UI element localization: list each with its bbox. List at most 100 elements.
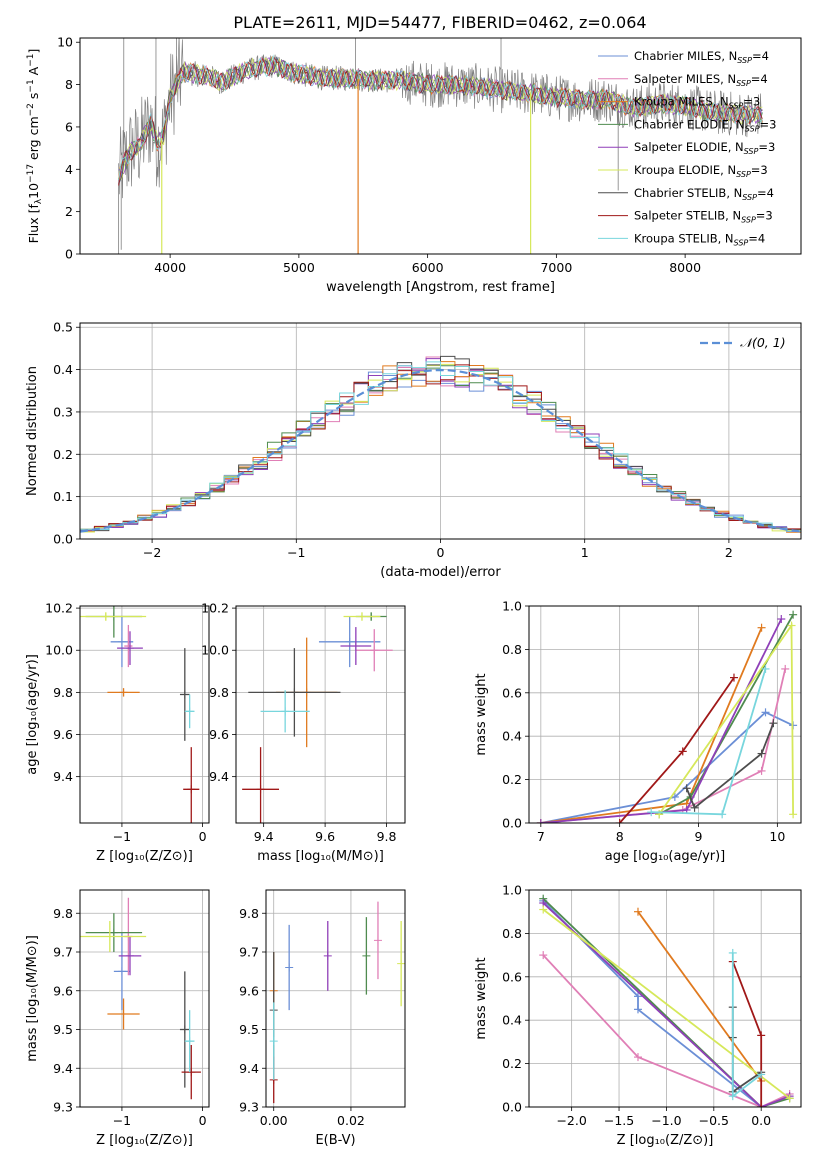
y-tick-label: 0.1	[53, 489, 73, 504]
y-tick-label: 0.2	[53, 447, 73, 462]
y-tick-label: 0.6	[502, 969, 522, 984]
age-vs-Z-frame	[79, 605, 210, 824]
model-spectrum	[118, 54, 763, 181]
y-tick-label: 6	[65, 119, 73, 134]
mass-vs-Z-frame	[79, 889, 210, 1108]
mass-vs-Z-xlabel: Z [log₁₀(Z/Z⊙)]	[96, 1133, 193, 1148]
weight-vs-age-xlabel: age [log₁₀(age/yr)]	[605, 849, 726, 864]
x-tick-label: 0.00	[260, 1113, 288, 1128]
weight-series	[540, 711, 794, 823]
mass-vs-ebv-axes: 0.00 0.02 9.3 9.4 9.5 9.6 9.7 9.8 E(B-V)	[239, 889, 406, 1148]
age-vs-mass-plot-area	[242, 612, 393, 823]
y-tick-label: 9.8	[209, 685, 229, 700]
age-vs-Z-xlabel: Z [log₁₀(Z/Z⊙)]	[96, 849, 193, 864]
weight-vs-age-plot-area	[536, 610, 798, 823]
y-tick-label: 9.4	[209, 769, 229, 784]
y-tick-label: 9.3	[53, 1100, 73, 1115]
mass-vs-Z-axes: −1 0 9.3 9.4 9.5 9.6 9.7 9.8 Z [log₁₀(Z/Z⊙)] mass…	[25, 889, 210, 1148]
y-tick-label: 9.5	[53, 1022, 73, 1037]
residuals-axes: −2 −1 0 1 2 0.0 0.1 0.2 0.3 0.4 0.5 (data-model)/er…	[25, 320, 802, 580]
x-tick-label: 9.8	[377, 829, 397, 844]
y-tick-label: 10	[57, 35, 73, 50]
y-tick-label: 0.5	[53, 320, 73, 335]
y-tick-label: 0.0	[53, 532, 73, 547]
weight-series	[542, 908, 791, 1100]
y-tick-label: 2	[65, 204, 73, 219]
residuals-xlabel: (data-model)/error	[380, 565, 501, 580]
normal-curve	[80, 368, 801, 533]
y-tick-label: 9.6	[53, 727, 73, 742]
x-tick-label: 0.02	[337, 1113, 365, 1128]
age-vs-mass-axes: 9.4 9.6 9.8 9.4 9.6 9.8 10.0 10.2 mass [log₁₀(M/…	[201, 601, 406, 864]
y-tick-label: 0	[65, 247, 73, 262]
y-tick-label: 0.4	[502, 729, 522, 744]
y-tick-label: 0.8	[502, 926, 522, 941]
legend-label: Kroupa MILES, NSSP=3	[634, 95, 760, 111]
legend-label: Kroupa STELIB, NSSP=4	[634, 231, 765, 247]
x-tick-label: −2	[143, 545, 161, 560]
y-tick-label: 9.8	[53, 906, 73, 921]
y-tick-label: 9.8	[53, 685, 73, 700]
y-tick-label: 9.3	[239, 1100, 259, 1115]
spectrum-frame	[79, 37, 802, 255]
x-tick-label: −2.0	[556, 1113, 586, 1128]
residuals-ylabel: Normed distribution	[25, 366, 40, 496]
y-tick-label: 10.0	[201, 643, 229, 658]
mass-vs-ebv-frame	[265, 889, 406, 1108]
y-tick-label: 1.0	[502, 883, 522, 898]
y-tick-label: 0.3	[53, 404, 73, 419]
y-tick-label: 0.4	[502, 1013, 522, 1028]
spectrum-plot-area	[118, 38, 763, 254]
weight-series	[542, 898, 790, 1107]
y-tick-label: 4	[65, 162, 73, 177]
spectrum-axes: 4000 5000 6000 7000 8000 0 2 4 6 8 10 wavelength [A…	[26, 35, 802, 295]
weight-series	[542, 902, 790, 1107]
age-vs-mass-frame	[235, 605, 406, 824]
residuals-frame	[79, 322, 802, 540]
weight-vs-Z-ylabel: mass weight	[474, 957, 489, 1039]
y-tick-label: 0.0	[502, 816, 522, 831]
residual-histogram	[80, 361, 801, 539]
x-tick-label: 9	[695, 829, 703, 844]
legend-label: 𝒩(0, 1)	[740, 335, 786, 350]
x-tick-label: 0	[199, 829, 207, 844]
age-vs-Z-plot-area	[80, 606, 200, 823]
legend-label: Kroupa ELODIE, NSSP=3	[634, 163, 768, 179]
y-tick-label: 9.7	[239, 945, 259, 960]
weight-vs-age-axes: 7 8 9 10 0.0 0.2 0.4 0.6 0.8 1.0 age [log₁₀(age/yr…	[474, 599, 802, 864]
y-tick-label: 9.6	[53, 983, 73, 998]
legend-label: Chabrier MILES, NSSP=4	[634, 49, 769, 65]
x-tick-label: 0	[437, 545, 445, 560]
x-tick-label: 0	[199, 1113, 207, 1128]
mass-vs-Z-plot-area	[80, 897, 201, 1100]
y-tick-label: 10.0	[45, 643, 73, 658]
y-tick-label: 1.0	[502, 599, 522, 614]
x-tick-label: 5000	[283, 260, 315, 275]
weight-vs-Z-frame	[528, 889, 802, 1108]
weight-vs-Z-xlabel: Z [log₁₀(Z/Z⊙)]	[617, 1133, 714, 1148]
spectrum-ylabel: Flux [fλ10−17 erg cm−2 s−1 A−1]	[26, 49, 44, 244]
y-tick-label: 9.4	[239, 1061, 259, 1076]
age-vs-mass-xlabel: mass [log₁₀(M/M⊙)]	[257, 849, 384, 864]
x-tick-label: 0.0	[751, 1113, 771, 1128]
weight-vs-Z-plot-area	[539, 894, 794, 1107]
legend-label: Salpeter STELIB, NSSP=3	[634, 209, 773, 225]
x-tick-label: 8000	[669, 260, 701, 275]
age-vs-Z-axes: −1 0 9.4 9.6 9.8 10.0 10.2 Z [log₁₀(Z/Z⊙)] age […	[25, 601, 210, 864]
mass-vs-ebv-plot-area	[269, 901, 405, 1104]
x-tick-label: −1	[287, 545, 305, 560]
y-tick-label: 9.4	[53, 769, 73, 784]
y-tick-label: 10.2	[201, 601, 229, 616]
weight-vs-Z-axes: −2.0 −1.5 −1.0 −0.5 0.0 0.0 0.2 0.4 0.6 0.8 1.0 Z […	[474, 883, 802, 1148]
legend-label: Salpeter MILES, NSSP=4	[634, 72, 768, 88]
spectrum-legend: Chabrier MILES, NSSP=4 Salpeter MILES, NS…	[598, 49, 776, 247]
weight-series	[685, 722, 775, 810]
x-tick-label: 10	[769, 829, 785, 844]
x-tick-label: 9.6	[315, 829, 335, 844]
weight-series	[651, 668, 767, 816]
legend-label: Chabrier ELODIE, NSSP=3	[634, 117, 776, 133]
x-tick-label: −1	[113, 829, 131, 844]
mass-vs-ebv-xlabel: E(B-V)	[315, 1133, 355, 1148]
x-tick-label: −0.5	[699, 1113, 729, 1128]
